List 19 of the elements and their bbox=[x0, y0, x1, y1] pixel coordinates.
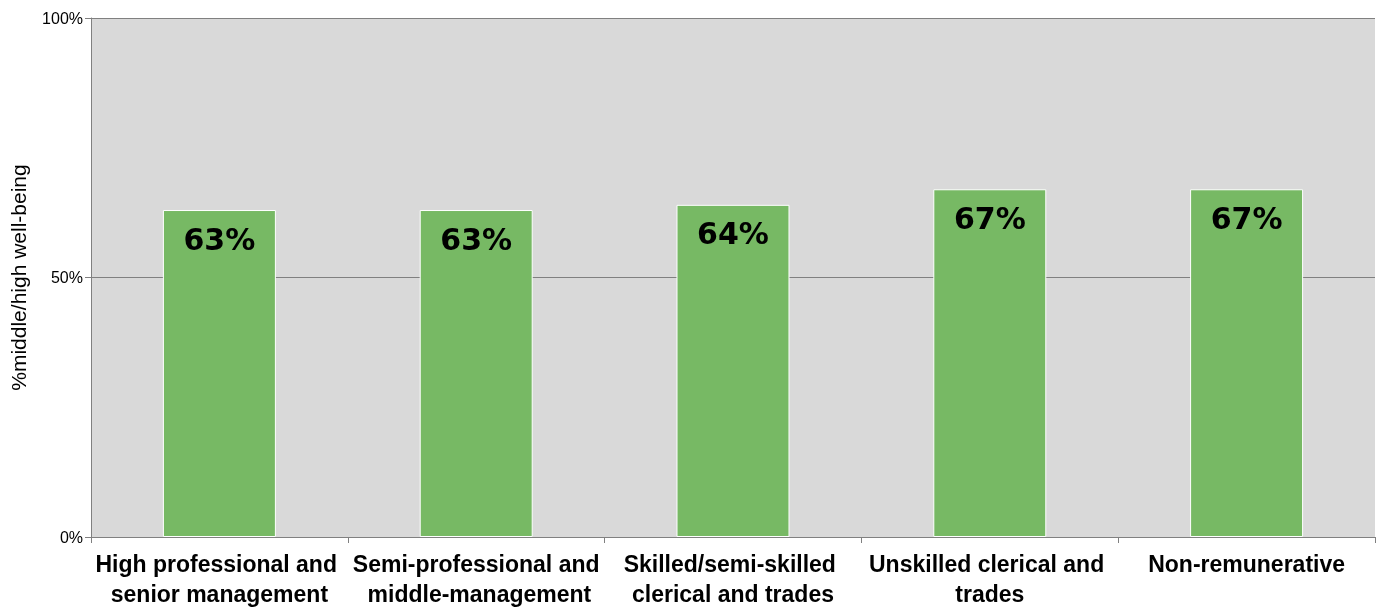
data-label: 63% bbox=[183, 221, 256, 257]
data-label: 63% bbox=[440, 221, 513, 257]
bar bbox=[933, 189, 1047, 537]
y-tick-label: 0% bbox=[59, 528, 83, 546]
x-tick-label: Non-remunerative bbox=[1148, 551, 1346, 577]
x-tick-label: Semi-professional and middle-management bbox=[352, 551, 600, 607]
x-tick-label: High professional and senior management bbox=[95, 551, 344, 607]
data-label: 67% bbox=[1210, 200, 1283, 236]
x-tick-label: Skilled/semi-skilled clerical and trades bbox=[623, 551, 843, 607]
y-tick-label: 50% bbox=[50, 269, 83, 286]
bar bbox=[676, 204, 790, 537]
bar bbox=[1190, 189, 1304, 537]
data-label: 64% bbox=[697, 216, 769, 252]
x-tick-label: Unskilled clerical and trades bbox=[869, 551, 1111, 607]
data-label: 67% bbox=[953, 200, 1026, 236]
y-tick-label: 100% bbox=[42, 9, 83, 27]
bar bbox=[162, 210, 276, 537]
bar bbox=[419, 210, 533, 537]
y-axis-title: %middle/high well-being bbox=[7, 164, 30, 391]
